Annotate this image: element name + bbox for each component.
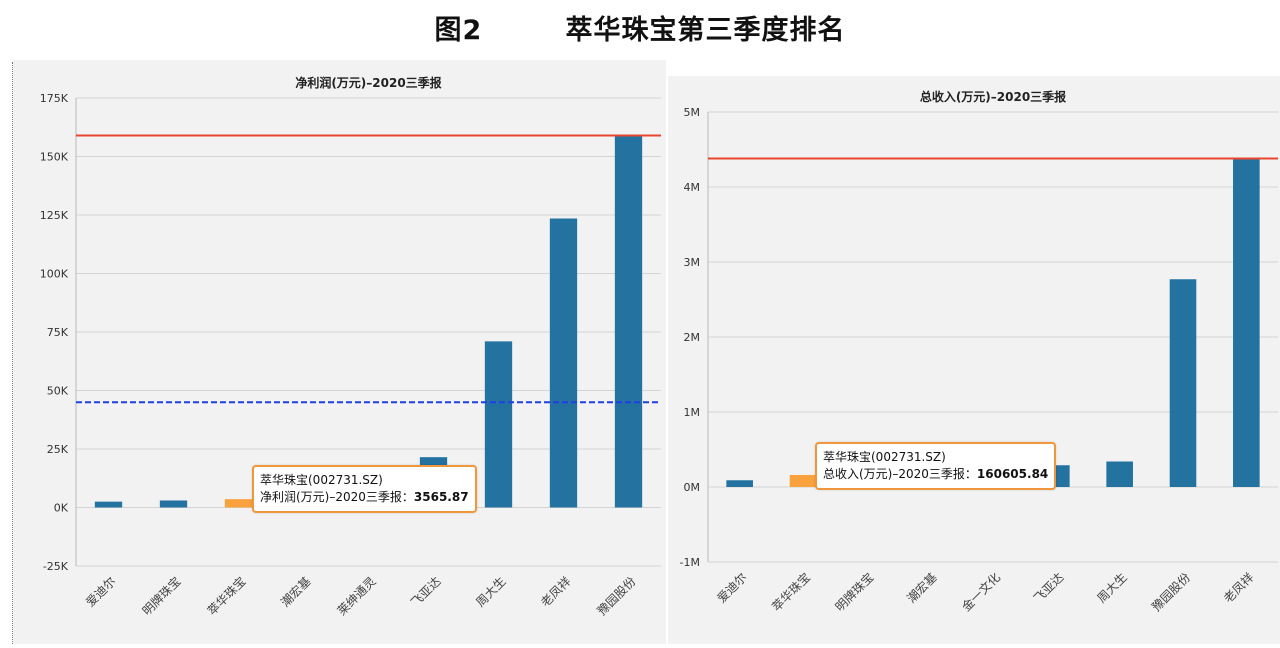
bar[interactable] [726,480,753,487]
bar[interactable] [1233,158,1260,488]
net-profit-tooltip: 萃华珠宝(002731.SZ) 净利润(万元)–2020三季报：3565.87 [252,465,477,513]
tooltip-metric-value: 3565.87 [413,490,469,504]
chart-title: 总收入(万元)–2020三季报 [920,89,1066,104]
bar[interactable] [224,499,253,508]
bar[interactable] [484,341,513,508]
tooltip-metric-label: 净利润(万元)–2020三季报： [260,490,414,504]
x-tick-label: 明牌珠宝 [833,570,877,614]
y-tick-label: -25K [43,560,69,573]
x-tick-label: 萃华珠宝 [205,574,249,618]
bar[interactable] [1169,279,1197,487]
x-tick-label: 飞亚达 [408,574,443,609]
x-tick-label: 周大生 [473,574,508,609]
bar[interactable] [614,135,643,508]
x-tick-label: 豫园股份 [595,574,639,618]
tooltip-company: 萃华珠宝(002731.SZ) [823,450,946,464]
y-tick-label: 1M [684,406,701,419]
x-tick-label: 周大生 [1094,570,1129,605]
y-tick-label: 0K [54,502,69,515]
x-tick-label: 潮宏基 [904,570,940,606]
total-revenue-chart: 总收入(万元)–2020三季报 -1M 0M 1M 2M 3M 4M 5M 爱迪尔 萃华珠宝 明牌珠… [680,89,1278,615]
y-tick-label: 0M [684,481,701,494]
tooltip-metric: 总收入(万元)–2020三季报：160605.84 [823,466,1048,483]
tooltip-metric-value: 160605.84 [976,467,1049,481]
total-revenue-chart-panel: 总收入(万元)–2020三季报 -1M 0M 1M 2M 3M 4M 5M 爱迪尔 萃华珠宝 明牌珠… [668,76,1280,644]
chart-title: 净利润(万元)–2020三季报 [295,75,441,90]
page-title: 图2 萃华珠宝第三季度排名 [434,15,846,46]
bar[interactable] [1106,461,1133,488]
y-tick-label: 5M [684,106,701,119]
x-tick-label: 老凤祥 [1221,570,1256,605]
x-tick-label: 豫园股份 [1149,570,1193,614]
x-tick-label: 莱绅通灵 [335,574,379,618]
net-profit-chart: 净利润(万元)–2020三季报 -25K 0K 25K 50K 75K 100K 125K 15… [40,75,661,618]
x-tick-label: 老凤祥 [538,574,573,609]
y-tick-label: 125K [40,209,69,222]
y-tick-label: 2M [684,331,701,344]
y-tick-label: 4M [684,181,701,194]
y-tick-label: 3M [684,256,701,269]
y-tick-label: -1M [680,556,700,569]
x-tick-label: 金一文化 [959,570,1004,615]
y-tick-label: 150K [40,151,69,164]
tooltip-metric: 净利润(万元)–2020三季报：3565.87 [260,489,469,506]
x-tick-label: 明牌珠宝 [140,574,184,618]
total-revenue-tooltip: 萃华珠宝(002731.SZ) 总收入(万元)–2020三季报：160605.8… [815,442,1057,490]
x-tick-label: 潮宏基 [278,574,314,610]
bar[interactable] [789,474,817,487]
bar[interactable] [159,500,188,508]
tooltip-metric-label: 总收入(万元)–2020三季报： [823,467,977,481]
tooltip-company: 萃华珠宝(002731.SZ) [260,473,383,487]
x-tick-label: 萃华珠宝 [769,570,813,614]
y-tick-label: 25K [47,443,69,456]
y-tick-label: 175K [40,92,69,105]
x-tick-label: 爱迪尔 [83,574,119,610]
y-tick-label: 75K [47,326,69,339]
bar[interactable] [549,218,578,508]
x-tick-label: 飞亚达 [1031,570,1066,605]
x-tick-label: 爱迪尔 [714,570,750,606]
y-tick-label: 100K [40,268,69,281]
y-tick-label: 50K [47,385,69,398]
left-divider [12,62,13,644]
bar[interactable] [94,501,123,508]
net-profit-chart-panel: 净利润(万元)–2020三季报 -25K 0K 25K 50K 75K 100K 125K 15… [13,60,666,644]
